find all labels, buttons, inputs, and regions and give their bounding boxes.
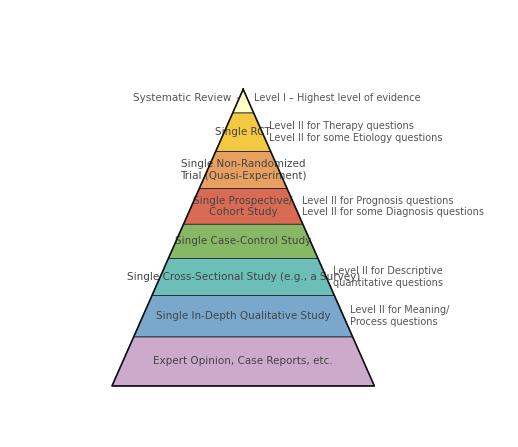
Polygon shape xyxy=(199,152,287,189)
Text: Systematic Review: Systematic Review xyxy=(133,93,239,103)
Text: Single Case-Control Study: Single Case-Control Study xyxy=(175,236,311,246)
Text: Single Prospective/
Cohort Study: Single Prospective/ Cohort Study xyxy=(193,196,293,217)
Polygon shape xyxy=(112,337,375,386)
Polygon shape xyxy=(134,295,353,337)
Polygon shape xyxy=(168,224,318,258)
Polygon shape xyxy=(152,258,334,295)
Text: Single In-Depth Qualitative Study: Single In-Depth Qualitative Study xyxy=(156,311,330,321)
Text: Level II for Descriptive
quantitative questions: Level II for Descriptive quantitative qu… xyxy=(333,266,443,287)
Polygon shape xyxy=(233,89,254,113)
Text: Level I – Highest level of evidence: Level I – Highest level of evidence xyxy=(254,93,420,103)
Text: Single Non-Randomized
Trial (Quasi-Experiment): Single Non-Randomized Trial (Quasi-Exper… xyxy=(180,159,307,181)
Polygon shape xyxy=(183,189,303,224)
Text: Level II for Meaning/
Process questions: Level II for Meaning/ Process questions xyxy=(350,305,450,327)
Text: Level II for Prognosis questions
Level II for some Diagnosis questions: Level II for Prognosis questions Level I… xyxy=(301,196,484,217)
Text: Expert Opinion, Case Reports, etc.: Expert Opinion, Case Reports, etc. xyxy=(153,356,333,367)
Text: Single Cross-Sectional Study (e.g., a Survey): Single Cross-Sectional Study (e.g., a Su… xyxy=(126,272,360,282)
Text: Level II for Therapy questions
Level II for some Etiology questions: Level II for Therapy questions Level II … xyxy=(269,122,442,143)
Text: Single RCT: Single RCT xyxy=(215,127,271,137)
Polygon shape xyxy=(215,113,271,152)
